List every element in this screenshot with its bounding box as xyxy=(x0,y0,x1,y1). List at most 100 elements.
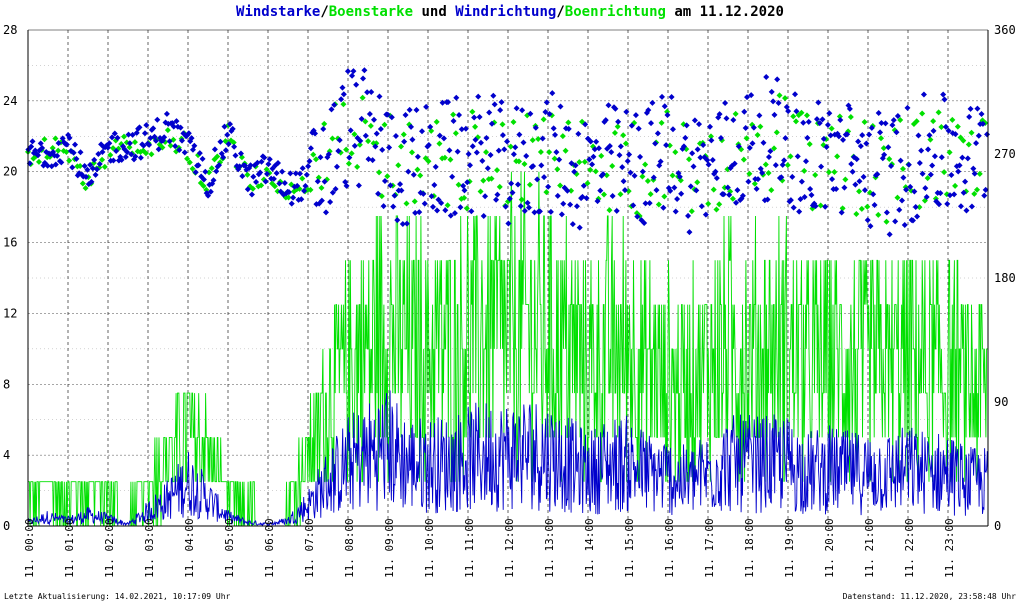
gust-direction-point xyxy=(710,186,717,193)
gust-direction-point xyxy=(776,92,783,99)
wind-direction-point xyxy=(730,116,737,123)
wind-direction-point xyxy=(434,207,441,214)
wind-direction-point xyxy=(205,192,212,199)
x-tick-label: 11. 17:00 xyxy=(703,518,716,578)
wind-direction-point xyxy=(631,172,638,179)
wind-direction-point xyxy=(723,115,730,122)
gust-direction-point xyxy=(716,201,723,208)
wind-direction-point xyxy=(379,146,386,153)
gust-direction-point xyxy=(557,182,564,189)
wind-direction-point xyxy=(521,207,528,214)
gust-direction-point xyxy=(101,163,108,170)
wind-direction-point xyxy=(464,179,471,186)
title-sep2: / xyxy=(556,4,565,20)
wind-direction-point xyxy=(693,187,700,194)
wind-direction-point xyxy=(253,179,260,186)
wind-direction-point xyxy=(301,187,308,194)
x-tick-label: 11. 02:00 xyxy=(103,518,116,578)
wind-direction-point xyxy=(299,165,306,172)
gust-direction-point xyxy=(971,190,978,197)
gust-direction-point xyxy=(82,185,89,192)
wind-direction-point xyxy=(336,137,343,144)
wind-direction-point xyxy=(347,127,354,134)
gust-direction-point xyxy=(535,135,542,142)
x-tick-label: 11. 12:00 xyxy=(503,518,516,578)
wind-direction-point xyxy=(95,151,102,158)
wind-direction-point xyxy=(915,132,922,139)
gust-direction-point xyxy=(757,123,764,130)
wind-direction-point xyxy=(257,169,264,176)
title-boenrichtung: Boenrichtung xyxy=(564,4,666,20)
wind-direction-point xyxy=(405,168,412,175)
gust-direction-point xyxy=(773,129,780,136)
gust-direction-point xyxy=(271,183,278,190)
wind-direction-point xyxy=(552,131,559,138)
wind-direction-point xyxy=(549,90,556,97)
gust-direction-point xyxy=(669,172,676,179)
wind-direction-point xyxy=(318,197,325,204)
wind-direction-point xyxy=(909,217,916,224)
gust-direction-point xyxy=(167,142,174,149)
wind-direction-point xyxy=(896,206,903,213)
wind-direction-point xyxy=(919,170,926,177)
gust-direction-point xyxy=(606,207,613,214)
wind-direction-point xyxy=(774,76,781,83)
wind-direction-point xyxy=(613,207,620,214)
wind-direction-point xyxy=(429,203,436,210)
wind-direction-point xyxy=(963,207,970,214)
wind-direction-point xyxy=(576,224,583,231)
x-tick-label: 11. 07:00 xyxy=(303,518,316,578)
gust-direction-point xyxy=(403,200,410,207)
wind-direction-point xyxy=(436,132,443,139)
wind-direction-point xyxy=(982,186,989,193)
wind-direction-point xyxy=(826,110,833,117)
wind-direction-point xyxy=(739,192,746,199)
wind-direction-point xyxy=(296,170,303,177)
title-boenstarke: Boenstarke xyxy=(328,4,414,20)
wind-direction-point xyxy=(166,138,173,145)
gust-direction-point xyxy=(746,170,753,177)
gust-direction-point xyxy=(433,118,440,125)
gust-direction-point xyxy=(658,119,665,126)
wind-direction-point xyxy=(224,131,231,138)
gust-direction-point xyxy=(494,167,501,174)
wind-direction-point xyxy=(975,132,982,139)
wind-direction-point xyxy=(510,151,517,158)
gust-direction-point xyxy=(790,113,797,120)
wind-direction-point xyxy=(827,132,834,139)
wind-direction-point xyxy=(225,140,232,147)
wind-direction-point xyxy=(501,146,508,153)
wind-direction-point xyxy=(113,148,120,155)
right-tick-label: 0 xyxy=(994,519,1001,533)
wind-direction-point xyxy=(912,203,919,210)
wind-direction-point xyxy=(936,201,943,208)
x-tick-label: 11. 04:00 xyxy=(183,518,196,578)
wind-direction-point xyxy=(231,143,238,150)
x-tick-label: 11. 14:00 xyxy=(583,518,596,578)
wind-direction-point xyxy=(890,117,897,124)
wind-direction-point xyxy=(465,151,472,158)
gust-direction-point xyxy=(63,149,70,156)
wind-direction-point xyxy=(829,176,836,183)
gust-direction-point xyxy=(351,131,358,138)
wind-direction-point xyxy=(504,138,511,145)
wind-direction-point xyxy=(685,212,692,219)
wind-direction-point xyxy=(654,130,661,137)
wind-direction-point xyxy=(440,135,447,142)
wind-direction-point xyxy=(852,181,859,188)
wind-direction-point xyxy=(323,209,329,216)
wind-direction-point xyxy=(531,209,538,216)
wind-speed-line xyxy=(27,390,989,527)
wind-direction-point xyxy=(410,171,417,178)
wind-direction-point xyxy=(582,121,589,128)
wind-direction-point xyxy=(731,160,738,167)
wind-direction-point xyxy=(423,103,430,110)
left-tick-label: 4 xyxy=(3,448,10,462)
wind-direction-point xyxy=(866,131,873,138)
wind-direction-point xyxy=(597,187,604,194)
wind-direction-point xyxy=(617,143,624,150)
gust-direction-point xyxy=(642,161,649,168)
wind-direction-point xyxy=(232,152,239,159)
gust-direction-point xyxy=(614,123,621,130)
wind-direction-point xyxy=(697,154,704,161)
